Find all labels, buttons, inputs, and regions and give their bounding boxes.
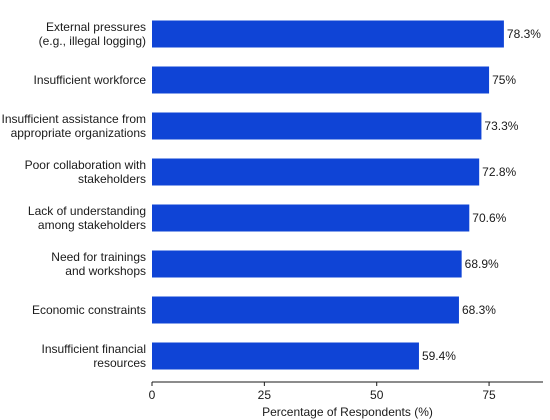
- value-label: 70.6%: [472, 211, 506, 225]
- category-label: Need for trainings and workshops: [51, 250, 146, 278]
- value-label: 68.9%: [465, 257, 499, 271]
- value-label: 59.4%: [422, 349, 456, 363]
- bar: [152, 20, 504, 48]
- bar: [152, 296, 459, 324]
- category-label: External pressures (e.g., illegal logging…: [39, 20, 146, 48]
- bar: [152, 342, 419, 370]
- value-label: 72.8%: [482, 165, 516, 179]
- category-labels: External pressures (e.g., illegal logging…: [1, 20, 146, 370]
- bar: [152, 204, 470, 232]
- bar: [152, 250, 462, 278]
- category-label: Insufficient assistance from appropriate …: [1, 112, 146, 140]
- bars: [152, 20, 504, 370]
- x-tick-label: 25: [258, 388, 272, 402]
- x-tick-label: 50: [370, 388, 384, 402]
- category-label: Economic constraints: [32, 303, 146, 317]
- category-label: Poor collaboration with stakeholders: [25, 158, 146, 186]
- value-labels: 78.3% 75% 73.3% 72.8% 70.6% 68.9% 68.3% 59.4%: [422, 27, 541, 363]
- value-label: 75%: [492, 73, 516, 87]
- bar: [152, 112, 482, 140]
- category-label: Lack of understanding among stakeholders: [28, 204, 146, 232]
- bar: [152, 158, 480, 186]
- x-axis-title: Percentage of Respondents (%): [262, 405, 433, 419]
- x-tick-label: 75: [482, 388, 496, 402]
- value-label: 68.3%: [462, 303, 496, 317]
- bar: [152, 66, 490, 94]
- value-label: 73.3%: [484, 119, 518, 133]
- category-label: Insufficient financial resources: [41, 342, 146, 370]
- category-label: Insufficient workforce: [34, 73, 147, 87]
- value-label: 78.3%: [507, 27, 541, 41]
- x-tick-label: 0: [149, 388, 156, 402]
- x-axis: 0 25 50 75: [149, 381, 543, 402]
